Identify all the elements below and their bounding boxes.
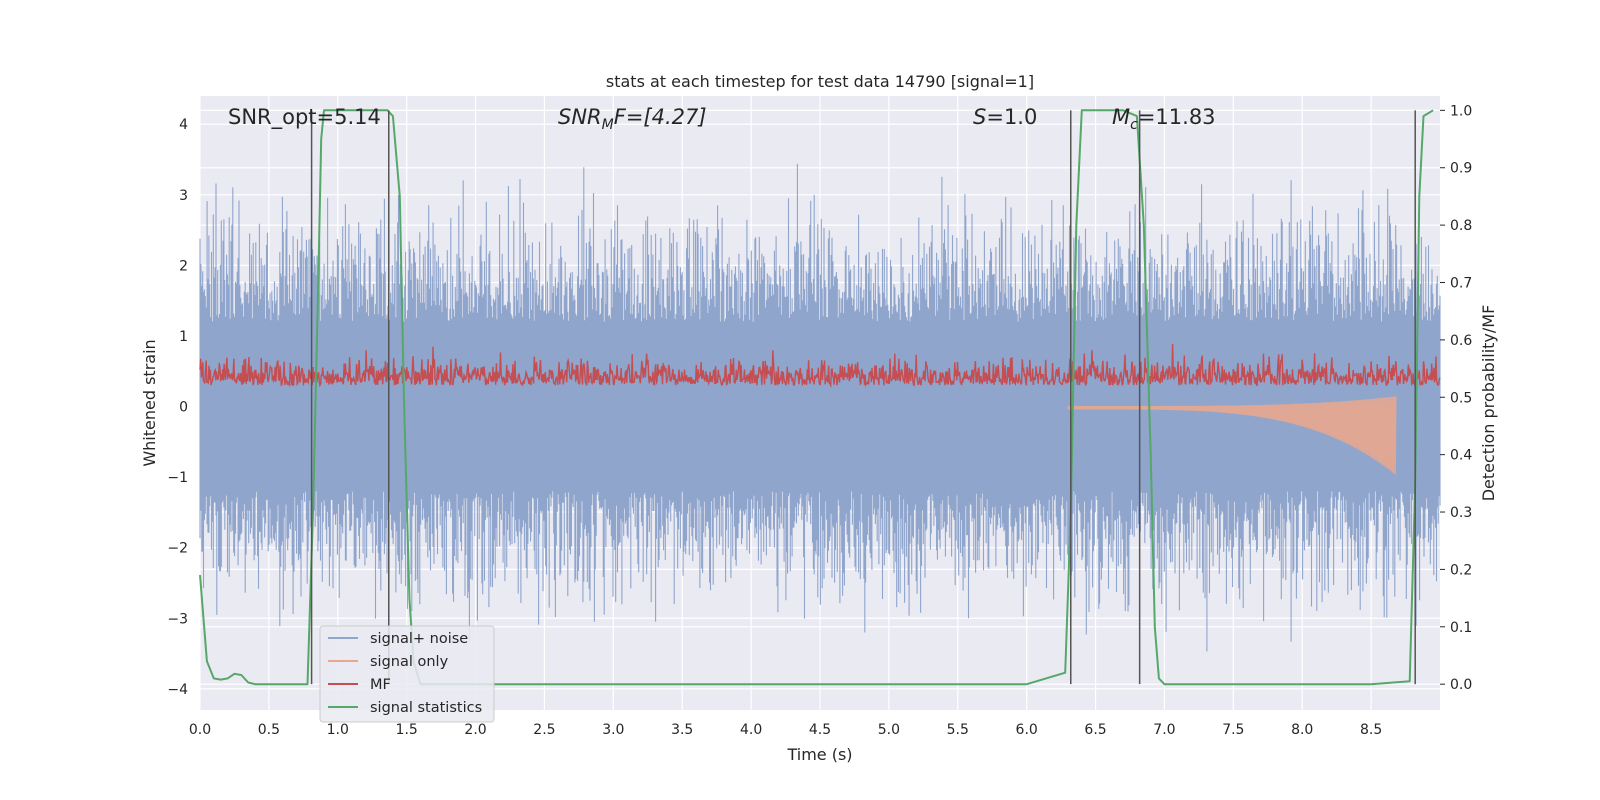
y-tick-label-left: −4 xyxy=(167,682,188,698)
x-tick-label: 4.0 xyxy=(740,722,762,738)
y-tick-label-left: 4 xyxy=(179,117,188,133)
y-tick-label-left: 3 xyxy=(179,188,188,204)
y-tick-label-left: −2 xyxy=(167,541,188,557)
legend-label-signal-noise: signal+ noise xyxy=(370,631,468,647)
annotation-snr-opt: SNR_opt=5.14 xyxy=(228,105,381,130)
y-tick-label-right: 0.2 xyxy=(1450,562,1472,578)
legend-label-signal-only: signal only xyxy=(370,654,449,670)
y-tick-label-right: 0.0 xyxy=(1450,677,1472,693)
annotation-s: S=1.0 xyxy=(973,105,1037,129)
y-tick-label-left: −3 xyxy=(167,611,188,627)
y-tick-label-left: 1 xyxy=(179,329,188,345)
x-tick-label: 1.5 xyxy=(396,722,418,738)
y-tick-label-right: 0.3 xyxy=(1450,505,1472,521)
x-tick-label: 2.0 xyxy=(464,722,486,738)
y-tick-label-right: 0.5 xyxy=(1450,390,1472,406)
x-tick-label: 3.5 xyxy=(671,722,693,738)
annotation-mc-rest: =11.83 xyxy=(1138,105,1216,129)
chart-title: stats at each timestep for test data 147… xyxy=(606,72,1034,91)
annotation-snr-mf-main: SNR xyxy=(558,105,602,129)
annotation-s-main: S xyxy=(973,105,986,129)
annotation-s-rest: =1.0 xyxy=(986,105,1037,129)
x-tick-label: 6.0 xyxy=(1016,722,1038,738)
y-tick-label-right: 1.0 xyxy=(1450,103,1472,119)
y-tick-label-right: 0.4 xyxy=(1450,448,1472,464)
x-tick-label: 0.0 xyxy=(189,722,211,738)
x-tick-label: 1.0 xyxy=(327,722,349,738)
x-tick-label: 2.5 xyxy=(533,722,555,738)
x-tick-label: 5.5 xyxy=(947,722,969,738)
y-tick-label-left: −1 xyxy=(167,470,188,486)
x-tick-label: 6.5 xyxy=(1084,722,1106,738)
x-tick-label: 4.5 xyxy=(809,722,831,738)
x-tick-label: 7.5 xyxy=(1222,722,1244,738)
legend-label-mf: MF xyxy=(370,677,391,693)
x-tick-label: 0.5 xyxy=(258,722,280,738)
annotation-mc-sub: c xyxy=(1130,117,1138,133)
axes: 0.0 0.5 1.0 1.5 2.0 2.5 3.0 3.5 4.0 4.5 5.0 5.5 6.0 6… xyxy=(167,103,1472,738)
x-tick-label: 7.0 xyxy=(1153,722,1175,738)
legend-box xyxy=(319,625,495,723)
y-tick-label-right: 0.7 xyxy=(1450,275,1472,291)
legend-label-signal-statistics: signal statistics xyxy=(370,700,482,716)
x-tick-label: 8.5 xyxy=(1360,722,1382,738)
y-axis-label-left: Whitened strain xyxy=(140,339,159,466)
series-mf xyxy=(199,343,1441,389)
legend: signal+ noise signal only MF signal stat… xyxy=(319,625,495,723)
x-tick-label: 3.0 xyxy=(602,722,624,738)
annotation-snr-mf: SNRMF=[4.27] xyxy=(558,105,707,133)
y-tick-label-left: 0 xyxy=(179,400,188,416)
x-axis-label: Time (s) xyxy=(786,745,852,764)
annotation-mc: Mc=11.83 xyxy=(1112,105,1216,133)
y-axis-label-right: Detection probability/MF xyxy=(1479,305,1498,502)
y-tick-label-right: 0.9 xyxy=(1450,161,1472,177)
y-tick-label-left: 2 xyxy=(179,258,188,274)
series-signal-only xyxy=(1067,396,1397,475)
annotation-mc-main: M xyxy=(1112,105,1130,129)
annotation-snr-mf-rest: F=[4.27] xyxy=(614,105,707,129)
x-tick-label: 8.0 xyxy=(1291,722,1313,738)
y-tick-label-right: 0.6 xyxy=(1450,333,1472,349)
annotation-snr-mf-sub: M xyxy=(602,117,614,133)
y-tick-label-right: 0.1 xyxy=(1450,620,1472,636)
vertical-lines xyxy=(310,110,1416,685)
y-tick-label-right: 0.8 xyxy=(1450,218,1472,234)
x-tick-label: 5.0 xyxy=(878,722,900,738)
